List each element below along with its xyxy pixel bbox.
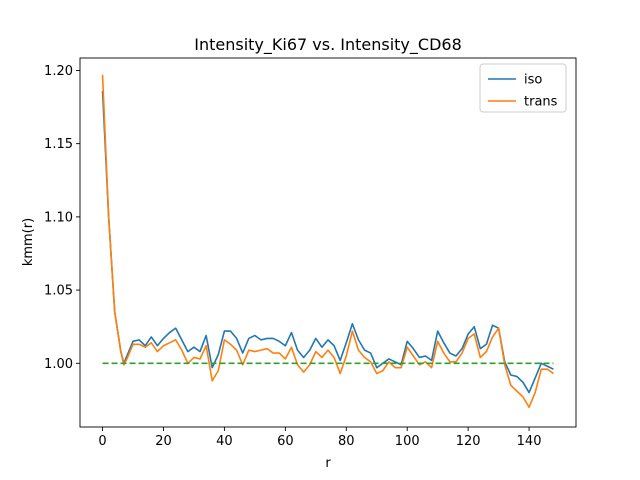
legend-box <box>479 63 567 113</box>
series-line-trans <box>101 74 554 409</box>
x-tick-label: 120 <box>456 434 481 449</box>
legend-label-trans: trans <box>524 95 558 110</box>
x-tick-label: 20 <box>155 434 172 449</box>
x-tick-label: 140 <box>517 434 542 449</box>
y-axis-label: kmm(r) <box>21 218 36 266</box>
x-tick-label: 100 <box>395 434 420 449</box>
y-tick-label: 1.20 <box>44 64 73 79</box>
legend-label-iso: iso <box>524 73 542 88</box>
chart-title: Intensity_Ki67 vs. Intensity_CD68 <box>194 35 462 55</box>
x-tick-label: 40 <box>216 434 233 449</box>
x-tick-label: 80 <box>338 434 355 449</box>
x-tick-label: 60 <box>277 434 294 449</box>
y-tick-label: 1.05 <box>44 284 73 299</box>
axes-frame <box>79 57 577 428</box>
x-axis-label: r <box>325 456 331 471</box>
y-tick-label: 1.10 <box>44 210 73 225</box>
series-line-iso <box>101 90 554 394</box>
legend: iso trans <box>479 63 567 113</box>
y-tick-label: 1.00 <box>44 357 73 372</box>
x-tick-label: 0 <box>98 434 106 449</box>
plot-area: 0 20 40 60 80 100 120 140 1.00 1.05 1.10 1.15 1.20 <box>44 57 577 449</box>
y-tick-label: 1.15 <box>44 137 73 152</box>
